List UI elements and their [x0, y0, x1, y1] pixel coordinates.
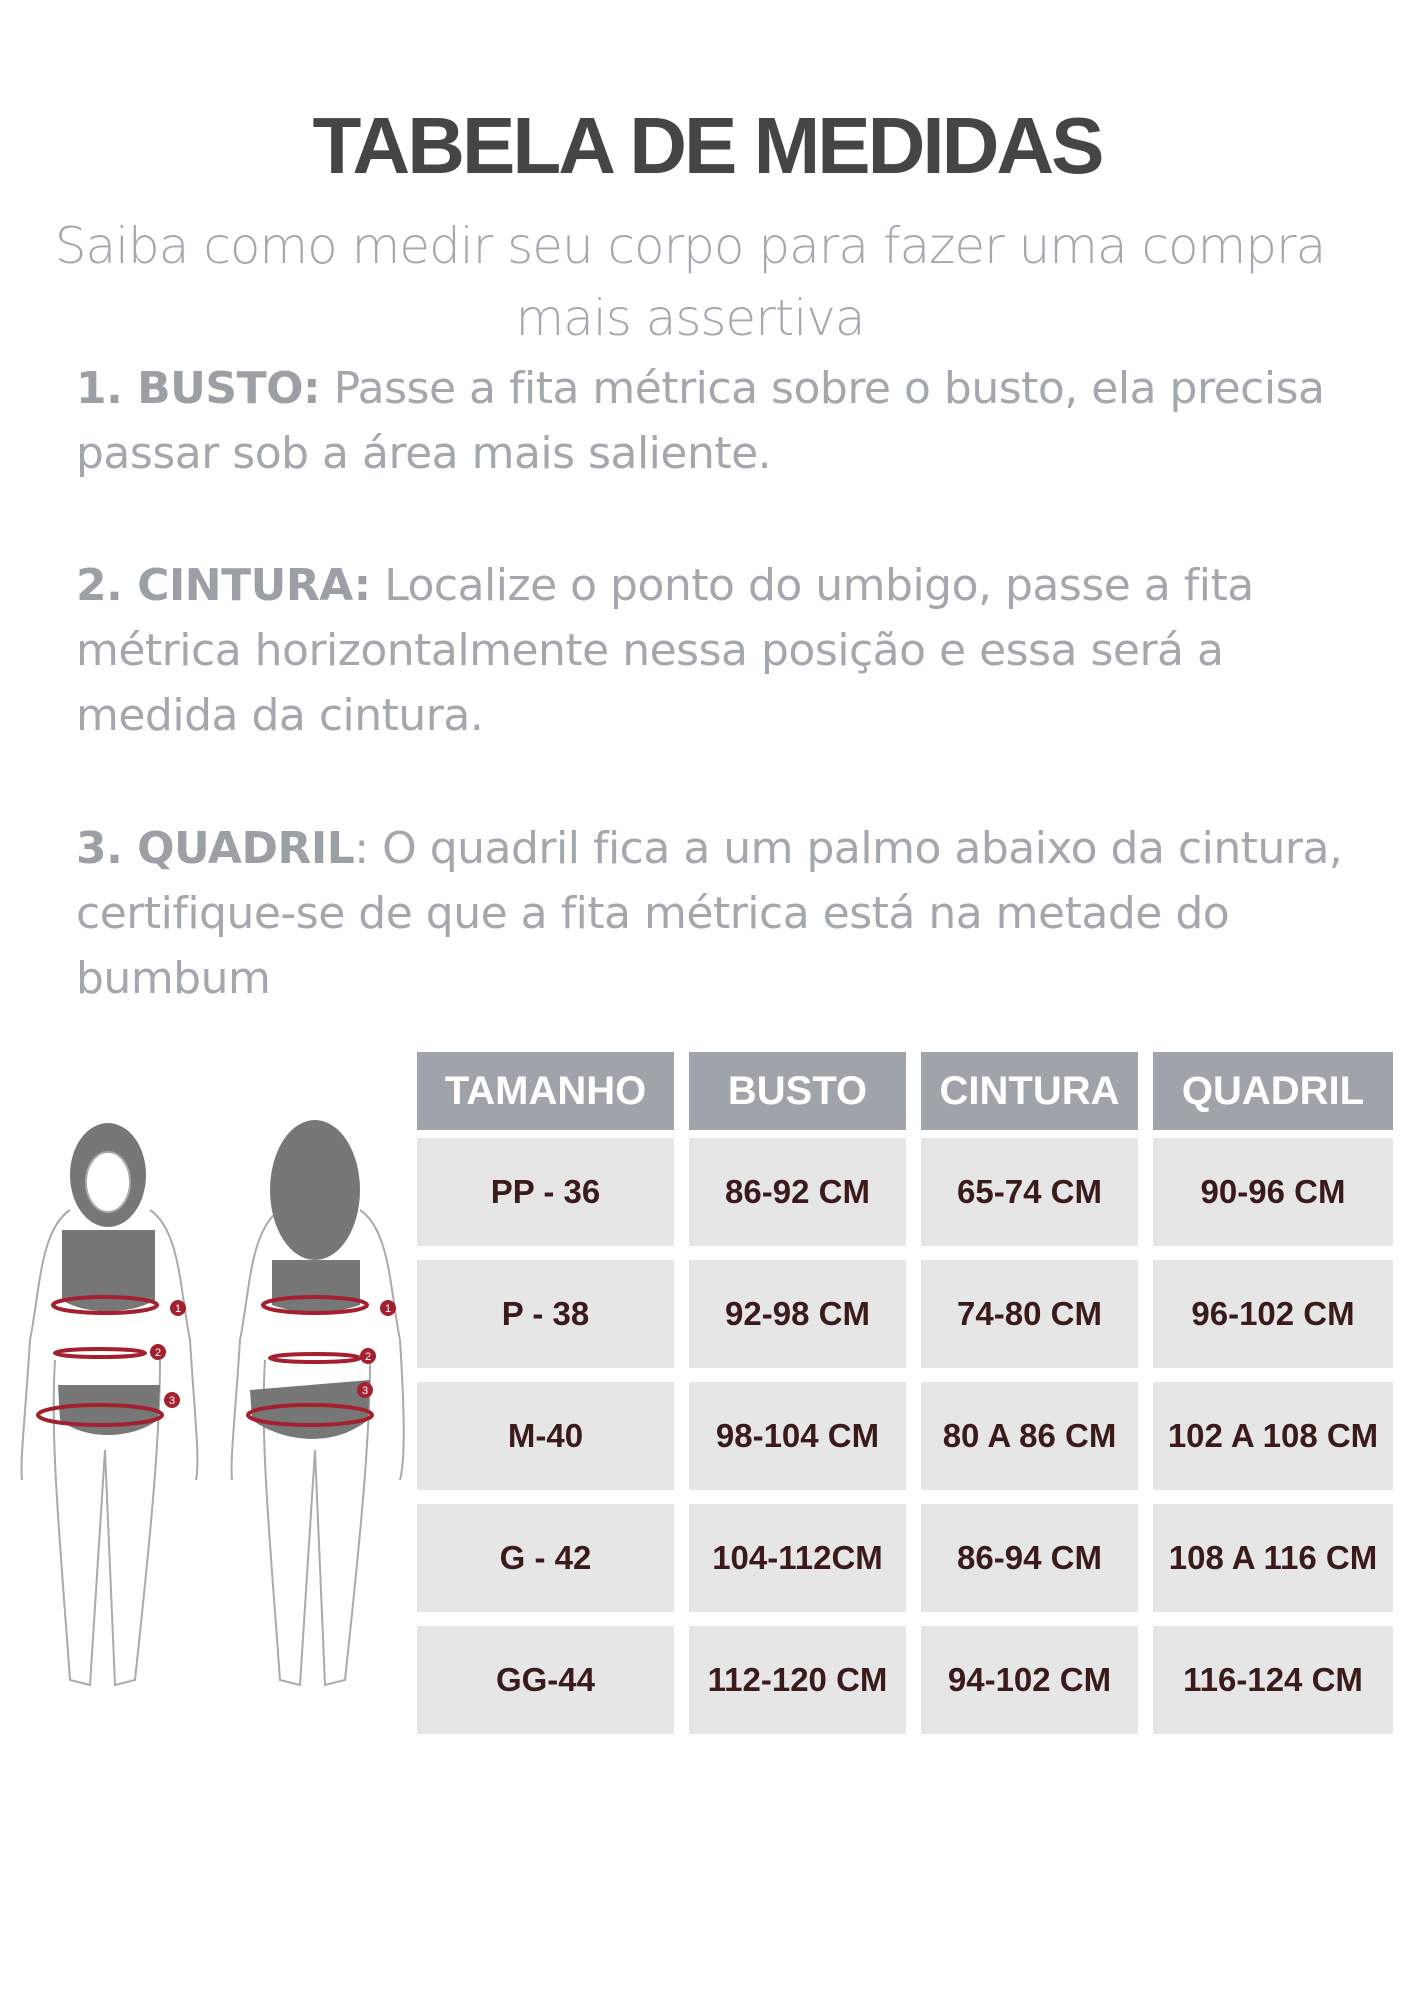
table-cell: 80 A 86 CM [921, 1382, 1138, 1490]
marker-number: 2 [155, 1347, 161, 1359]
table-cell: 92-98 CM [689, 1260, 906, 1368]
measure-markers: 1 2 3 1 2 3 [150, 1300, 396, 1408]
table-cell: 98-104 CM [689, 1382, 906, 1490]
instruction-text: : O quadril fica a um palmo abaixo da ci… [76, 823, 1343, 1004]
marker-number: 2 [365, 1351, 371, 1363]
table-cell: PP - 36 [417, 1138, 674, 1246]
table-cell: 104-112CM [689, 1504, 906, 1612]
table-cell: P - 38 [417, 1260, 674, 1368]
marker-number: 1 [175, 1303, 181, 1315]
table-cell: G - 42 [417, 1504, 674, 1612]
page-subtitle: Saiba como medir seu corpo para fazer um… [54, 217, 1326, 347]
table-cell: 96-102 CM [1153, 1260, 1393, 1368]
marker-number: 3 [169, 1395, 175, 1407]
table-cell: 90-96 CM [1153, 1138, 1393, 1246]
instruction-label: 1. BUSTO: [76, 363, 321, 414]
instruction-quadril: 3. QUADRIL: O quadril fica a um palmo ab… [76, 816, 1376, 1011]
measure-lines [36, 1295, 374, 1427]
instruction-cintura: 2. CINTURA: Localize o ponto do umbigo, … [76, 553, 1376, 748]
column-header-cintura: CINTURA [921, 1052, 1138, 1130]
instruction-text: Localize o ponto do umbigo, passe a fita… [76, 560, 1254, 741]
marker-number: 3 [362, 1385, 368, 1397]
body-figures-illustration: 1 2 3 1 2 3 [20, 1120, 405, 1687]
table-cell: 86-92 CM [689, 1138, 906, 1246]
figure-back [230, 1120, 405, 1687]
table-cell: 112-120 CM [689, 1626, 906, 1734]
table-cell: 102 A 108 CM [1153, 1382, 1393, 1490]
table-cell: M-40 [417, 1382, 674, 1490]
instruction-label: 3. QUADRIL [76, 823, 355, 874]
column-header-tamanho: TAMANHO [417, 1052, 674, 1130]
instruction-text: Passe a fita métrica sobre o busto, ela … [76, 363, 1325, 479]
column-header-quadril: QUADRIL [1153, 1052, 1393, 1130]
table-cell: 65-74 CM [921, 1138, 1138, 1246]
marker-number: 1 [385, 1303, 391, 1315]
column-header-busto: BUSTO [689, 1052, 906, 1130]
table-cell: 86-94 CM [921, 1504, 1138, 1612]
table-cell: 94-102 CM [921, 1626, 1138, 1734]
figure-front [20, 1123, 199, 1687]
table-cell: GG-44 [417, 1626, 674, 1734]
page-title: TABELA DE MEDIDAS [312, 101, 1105, 190]
table-cell: 116-124 CM [1153, 1626, 1393, 1734]
table-cell: 108 A 116 CM [1153, 1504, 1393, 1612]
table-cell: 74-80 CM [921, 1260, 1138, 1368]
instruction-label: 2. CINTURA: [76, 560, 371, 611]
instruction-busto: 1. BUSTO: Passe a fita métrica sobre o b… [76, 356, 1376, 486]
